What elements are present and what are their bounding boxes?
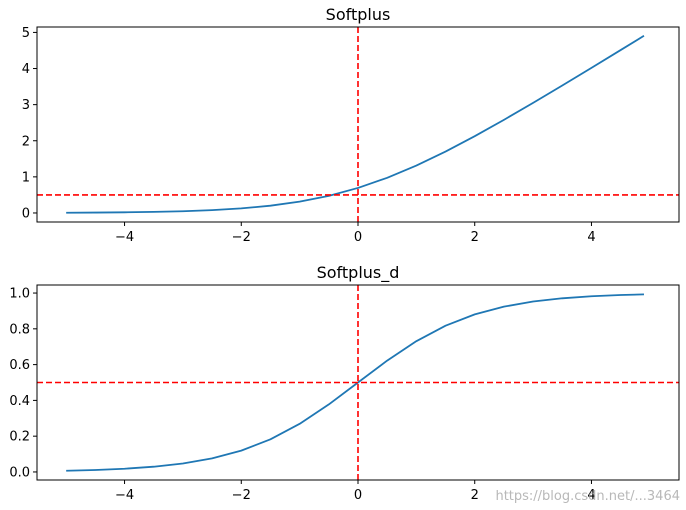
- plot-area: [37, 27, 679, 222]
- y-tick-label: 2: [22, 134, 30, 149]
- y-tick-label: 1.0: [9, 287, 30, 302]
- x-tick-label: −2: [232, 230, 251, 245]
- x-tick-label: −4: [115, 230, 134, 245]
- x-tick-label: 2: [471, 488, 479, 503]
- y-tick-label: 0.4: [9, 394, 30, 409]
- y-tick-label: 5: [22, 26, 30, 41]
- x-tick-label: 0: [354, 488, 362, 503]
- y-tick-label: 0.0: [9, 465, 30, 480]
- x-tick-label: 0: [354, 230, 362, 245]
- y-tick-label: 0.2: [9, 430, 30, 445]
- y-tick-label: 0: [22, 206, 30, 221]
- x-tick-label: 2: [471, 230, 479, 245]
- plot-area: [37, 285, 679, 480]
- subplot-2: Softplus_d −4 −2 0 2 4 0.0 0.2 0.4 0.6 0.8 1.0: [9, 263, 680, 503]
- x-tick-label: −2: [232, 488, 251, 503]
- y-tick-label: 0.8: [9, 322, 30, 337]
- subplot-1: Softplus −4 −2 0 2 4 0 1 2 3 4 5: [22, 5, 680, 245]
- y-tick-label: 3: [22, 98, 30, 113]
- series-line-1: [66, 293, 645, 472]
- x-tick-label: −4: [115, 488, 134, 503]
- y-tick-label: 0.6: [9, 358, 30, 373]
- y-tick-label: 1: [22, 170, 30, 185]
- chart-title: Softplus_d: [317, 263, 400, 283]
- series-line-1: [66, 34, 645, 214]
- chart-title: Softplus: [326, 5, 391, 24]
- watermark: https://blog.csdn.net/...3464: [495, 489, 680, 504]
- x-tick-label: 4: [587, 230, 595, 245]
- x-tick-label: 4: [587, 488, 595, 503]
- y-tick-label: 4: [22, 62, 30, 77]
